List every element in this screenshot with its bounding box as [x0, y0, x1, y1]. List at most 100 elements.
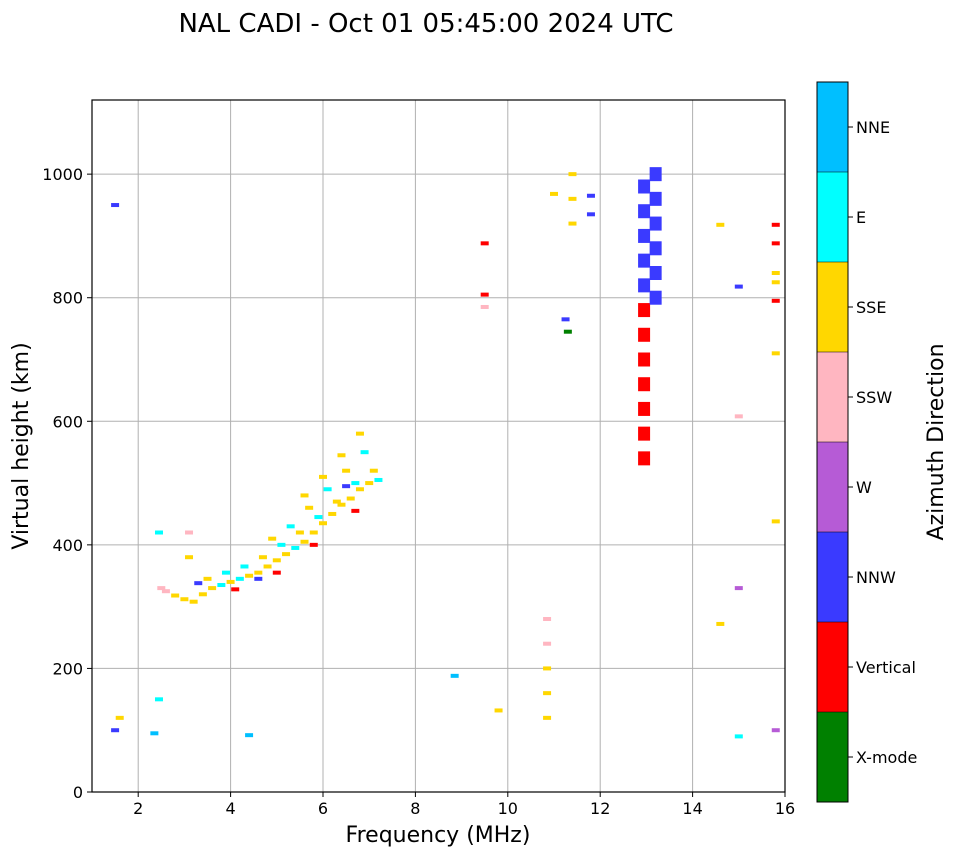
x-tick-label: 4 [226, 799, 236, 818]
data-point [309, 530, 318, 535]
data-point [365, 481, 374, 486]
colorbar-label: E [856, 208, 866, 227]
data-point [355, 431, 364, 436]
x-tick-label: 2 [133, 799, 143, 818]
data-point [355, 487, 364, 492]
data-point [180, 597, 189, 602]
plot-area-frame [91, 99, 786, 793]
x-tick-label: 8 [410, 799, 420, 818]
data-point [245, 573, 254, 578]
data-point [771, 519, 780, 524]
colorbar-segment [817, 712, 848, 802]
data-point [263, 564, 272, 569]
data-point [203, 576, 212, 581]
colorbar-segment [817, 352, 848, 442]
data-point [374, 477, 383, 482]
data-point [319, 521, 327, 526]
colorbar-label: W [856, 478, 872, 497]
data-point [649, 266, 662, 280]
colorbar-title: Azimuth Direction [924, 343, 949, 540]
data-point [543, 666, 552, 671]
data-point [771, 298, 780, 303]
data-point [189, 599, 198, 604]
data-point [240, 564, 249, 569]
y-tick-label: 600 [52, 412, 83, 431]
data-point [305, 505, 314, 510]
data-point [638, 303, 651, 318]
colorbar-label: SSW [856, 388, 892, 407]
data-point [543, 641, 552, 646]
data-point [561, 317, 570, 322]
y-axis-ticks: 0 200 400 600 800 1000 [42, 165, 92, 802]
data-point [360, 450, 369, 455]
data-point [332, 499, 341, 504]
data-point [494, 708, 503, 713]
data-point [245, 733, 254, 738]
data-point [282, 552, 291, 557]
data-point [272, 558, 281, 563]
colorbar-label: NNE [856, 118, 890, 137]
data-point [342, 468, 351, 473]
colorbar-segment [817, 532, 848, 622]
data-point [171, 593, 180, 598]
data-point [563, 329, 572, 334]
data-point [543, 715, 552, 720]
data-point [323, 487, 332, 492]
data-point [543, 617, 552, 621]
data-point [586, 212, 595, 217]
data-point [638, 377, 651, 392]
x-tick-label: 6 [318, 799, 328, 818]
y-tick-label: 0 [73, 783, 83, 802]
data-point [771, 280, 780, 285]
data-point [543, 691, 552, 696]
data-point [115, 715, 124, 720]
data-point [319, 474, 327, 479]
colorbar-label: Vertical [856, 658, 916, 677]
data-point [638, 426, 651, 441]
colorbar-segment [817, 82, 848, 172]
data-point [734, 414, 743, 419]
y-axis-label: Virtual height (km) [9, 342, 34, 549]
data-point [226, 579, 235, 584]
y-tick-label: 200 [52, 659, 83, 678]
data-point [161, 589, 170, 594]
data-point [771, 271, 780, 275]
data-point [734, 734, 743, 739]
data-point [480, 292, 489, 297]
data-point [638, 228, 651, 243]
colorbar-frame [816, 81, 849, 803]
data-point [649, 167, 662, 182]
data-points [111, 167, 780, 739]
x-tick-label: 12 [590, 799, 610, 818]
data-point [351, 508, 360, 513]
data-point [231, 587, 240, 592]
colorbar-label: NNW [856, 568, 896, 587]
data-point [111, 728, 120, 733]
data-point [734, 284, 743, 289]
colorbar-segment [817, 442, 848, 532]
data-point [185, 530, 194, 535]
x-tick-label: 16 [775, 799, 795, 818]
colorbar-label: X-mode [856, 748, 917, 767]
data-point [337, 502, 346, 507]
y-tick-label: 400 [52, 536, 83, 555]
data-point [369, 468, 378, 473]
data-point [154, 530, 163, 535]
data-point [638, 204, 651, 219]
data-point [300, 539, 309, 544]
data-point [254, 576, 263, 581]
data-point [734, 586, 743, 591]
data-point [300, 493, 309, 498]
x-tick-label: 10 [498, 799, 518, 818]
data-point [649, 216, 662, 231]
data-point [314, 515, 323, 520]
data-point [217, 583, 226, 588]
data-point [568, 172, 577, 177]
colorbar: X-mode Vertical NNW W SSW SSE E NNE [816, 81, 917, 803]
data-point [254, 570, 263, 575]
colorbar-segment [817, 262, 848, 352]
data-point [771, 728, 780, 733]
data-point [337, 453, 346, 458]
data-point [771, 241, 780, 246]
data-point [568, 196, 577, 201]
